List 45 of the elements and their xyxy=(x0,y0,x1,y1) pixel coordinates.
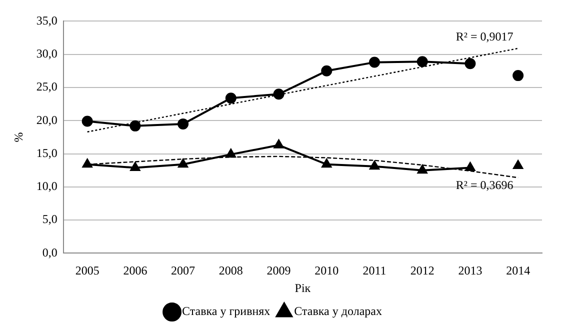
legend-label: Ставка у доларах xyxy=(294,304,382,318)
annotation: R² = 0,9017 xyxy=(456,30,514,44)
point xyxy=(82,158,92,168)
point xyxy=(225,92,236,104)
y-tick-label: 35,0 xyxy=(36,13,58,28)
point xyxy=(178,118,189,130)
x-tick-label: 2008 xyxy=(218,264,243,278)
point xyxy=(273,88,284,100)
point xyxy=(465,162,476,171)
y-tick-label: 20,0 xyxy=(36,112,58,127)
point xyxy=(82,116,93,127)
point xyxy=(274,140,284,148)
y-tick-label: 10,0 xyxy=(36,179,58,194)
y-tick-label: 15,0 xyxy=(36,146,58,160)
x-tick-label: 2010 xyxy=(314,264,339,278)
x-tick-label: 2007 xyxy=(171,264,196,278)
point xyxy=(513,160,523,169)
point xyxy=(321,65,332,76)
point xyxy=(464,58,476,70)
point xyxy=(370,160,380,170)
x-tick-label: 2009 xyxy=(266,264,291,278)
point xyxy=(417,164,428,174)
point xyxy=(130,162,140,171)
x-tick-label: 2013 xyxy=(458,264,482,278)
x-tick-label: 2014 xyxy=(506,264,530,278)
point xyxy=(416,56,428,68)
y-tick-label: 25,0 xyxy=(36,80,58,94)
point xyxy=(322,158,332,168)
legend-label: Ставка у гривнях xyxy=(182,304,270,318)
x-axis-title: Рік xyxy=(294,280,311,295)
y-tick-label: 0,0 xyxy=(42,245,58,260)
y-tick-label: 30,0 xyxy=(36,46,58,60)
line-series xyxy=(86,48,519,132)
point xyxy=(226,148,236,158)
point xyxy=(130,120,141,132)
point xyxy=(178,158,188,168)
x-tick-label: 2011 xyxy=(362,264,386,278)
y-tick-label: 5,0 xyxy=(42,212,58,226)
annotation: R² = 0,3696 xyxy=(456,178,514,192)
x-tick-label: 2012 xyxy=(410,264,434,278)
x-tick-label: 2005 xyxy=(75,264,100,278)
point xyxy=(512,70,524,82)
point xyxy=(368,56,380,68)
x-tick-label: 2006 xyxy=(123,264,148,278)
y-axis-title: % xyxy=(11,132,26,142)
